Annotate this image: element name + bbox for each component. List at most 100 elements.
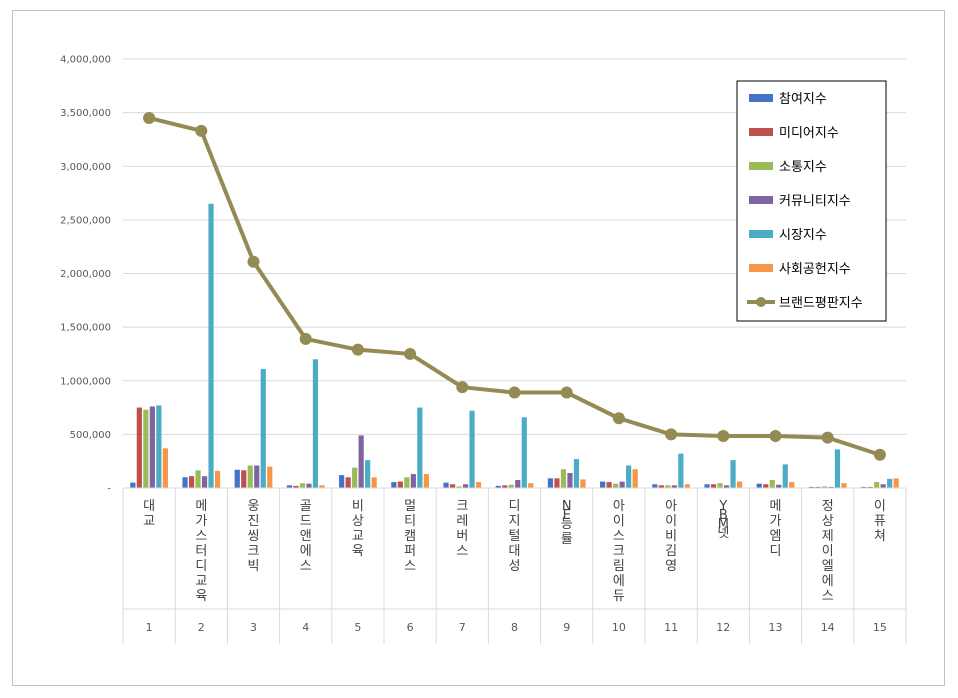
bar <box>423 474 429 488</box>
bar <box>730 460 736 488</box>
bar <box>893 478 899 488</box>
bar <box>769 479 775 488</box>
bar <box>710 484 717 488</box>
bar <box>130 482 136 488</box>
rank-label: 3 <box>250 621 257 634</box>
rank-label: 7 <box>459 621 466 634</box>
bar <box>528 483 534 488</box>
bar <box>828 486 834 488</box>
chart-frame: - 500,000 1,000,000 1,500,000 2,000,000 2,500… <box>12 10 945 686</box>
bar <box>201 476 208 488</box>
line-point <box>195 124 208 137</box>
bar <box>658 485 664 488</box>
bar <box>580 479 586 488</box>
bar <box>241 470 247 488</box>
category-table: 대 교 1 메 가 스 터 디 교 육 2 웅 진 씽 크 빅 3 골 드 앤 에 스 4 비 상 교 육 5 멀 티 캠 퍼 스 6 크 레 버 스 7 디… <box>122 487 907 644</box>
bar <box>560 469 567 488</box>
bar <box>162 448 168 488</box>
bar-series <box>130 203 899 488</box>
line-point <box>299 332 312 345</box>
bar <box>443 482 449 488</box>
bar <box>554 478 560 488</box>
bar <box>254 465 260 488</box>
bar <box>293 485 299 488</box>
bar <box>417 407 423 488</box>
bar <box>286 485 293 488</box>
bar <box>606 482 612 488</box>
bar <box>195 470 201 488</box>
line-point <box>873 448 886 461</box>
bar <box>404 477 410 488</box>
bar <box>456 486 462 488</box>
line-point <box>247 255 260 268</box>
bar <box>763 484 769 488</box>
rank-label: 6 <box>407 621 414 634</box>
bar <box>345 477 351 488</box>
bar <box>143 409 149 488</box>
bar <box>312 359 319 488</box>
legend-label: 소통지수 <box>779 160 827 175</box>
bar <box>306 483 312 488</box>
bar <box>671 485 677 488</box>
bar <box>299 483 306 488</box>
rank-label: 5 <box>354 621 361 634</box>
legend-swatch <box>749 230 773 238</box>
line-point <box>821 431 834 444</box>
grid-lines <box>123 58 906 435</box>
bar <box>821 486 828 488</box>
bar <box>782 464 788 488</box>
bar <box>736 481 743 488</box>
y-tick-label: 4,000,000 <box>60 55 111 66</box>
bar <box>234 469 240 488</box>
line-point <box>665 428 678 441</box>
legend-label: 브랜드평판지수 <box>779 296 863 311</box>
bar <box>391 482 397 488</box>
bar <box>684 484 690 488</box>
bar <box>704 484 710 488</box>
bar <box>652 484 658 488</box>
rank-label: 4 <box>302 621 309 634</box>
bar <box>815 486 821 488</box>
bar <box>188 476 195 488</box>
rank-label: 10 <box>612 621 626 634</box>
bar <box>371 477 377 488</box>
line-series <box>143 111 886 461</box>
y-tick-label: 500,000 <box>70 430 111 441</box>
line-point <box>143 111 156 124</box>
bar <box>182 477 188 488</box>
bar <box>880 484 886 488</box>
bar <box>319 485 325 488</box>
bar <box>475 482 482 488</box>
bar <box>626 465 632 488</box>
bar <box>567 472 573 488</box>
bar <box>547 478 554 488</box>
bar <box>887 478 893 488</box>
bar <box>208 203 214 488</box>
bar <box>267 466 273 488</box>
bar <box>508 484 514 488</box>
bar <box>149 406 155 488</box>
bar <box>469 410 475 488</box>
bar <box>247 465 253 488</box>
line-point <box>769 429 782 442</box>
legend-swatch <box>749 196 773 204</box>
brand-reputation-chart: - 500,000 1,000,000 1,500,000 2,000,000 2,500… <box>60 55 907 644</box>
bar <box>410 474 416 488</box>
bar <box>861 486 867 488</box>
bar <box>665 485 671 488</box>
bar <box>776 484 782 488</box>
y-tick-label: - <box>107 484 111 495</box>
bar <box>867 486 873 488</box>
rank-label: 1 <box>146 621 153 634</box>
line-point <box>351 343 364 356</box>
